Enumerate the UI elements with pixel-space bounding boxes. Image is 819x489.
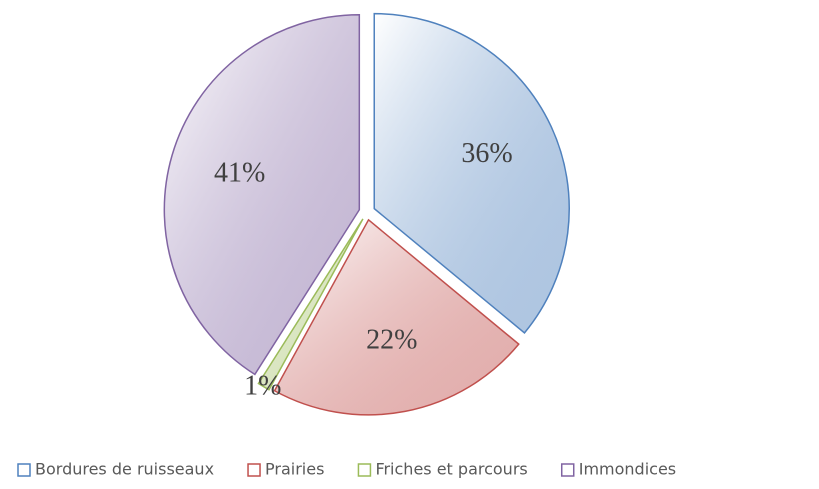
data-label: 1% bbox=[244, 371, 281, 402]
legend-label: Immondices bbox=[579, 460, 676, 479]
legend-label: Bordures de ruisseaux bbox=[35, 460, 214, 479]
pie-slice bbox=[373, 12, 570, 334]
pie-slice bbox=[273, 218, 520, 416]
data-label: 36% bbox=[461, 138, 512, 169]
legend-swatch bbox=[357, 463, 372, 477]
pie-slice bbox=[257, 218, 364, 391]
legend-swatch bbox=[247, 463, 261, 477]
legend-label: Friches et parcours bbox=[375, 460, 527, 479]
legend-label: Prairies bbox=[265, 460, 324, 479]
data-label: 22% bbox=[366, 325, 417, 356]
pie-slice bbox=[163, 14, 361, 376]
legend-swatch bbox=[17, 463, 31, 477]
data-label: 41% bbox=[214, 157, 265, 188]
legend-swatch bbox=[560, 463, 575, 477]
